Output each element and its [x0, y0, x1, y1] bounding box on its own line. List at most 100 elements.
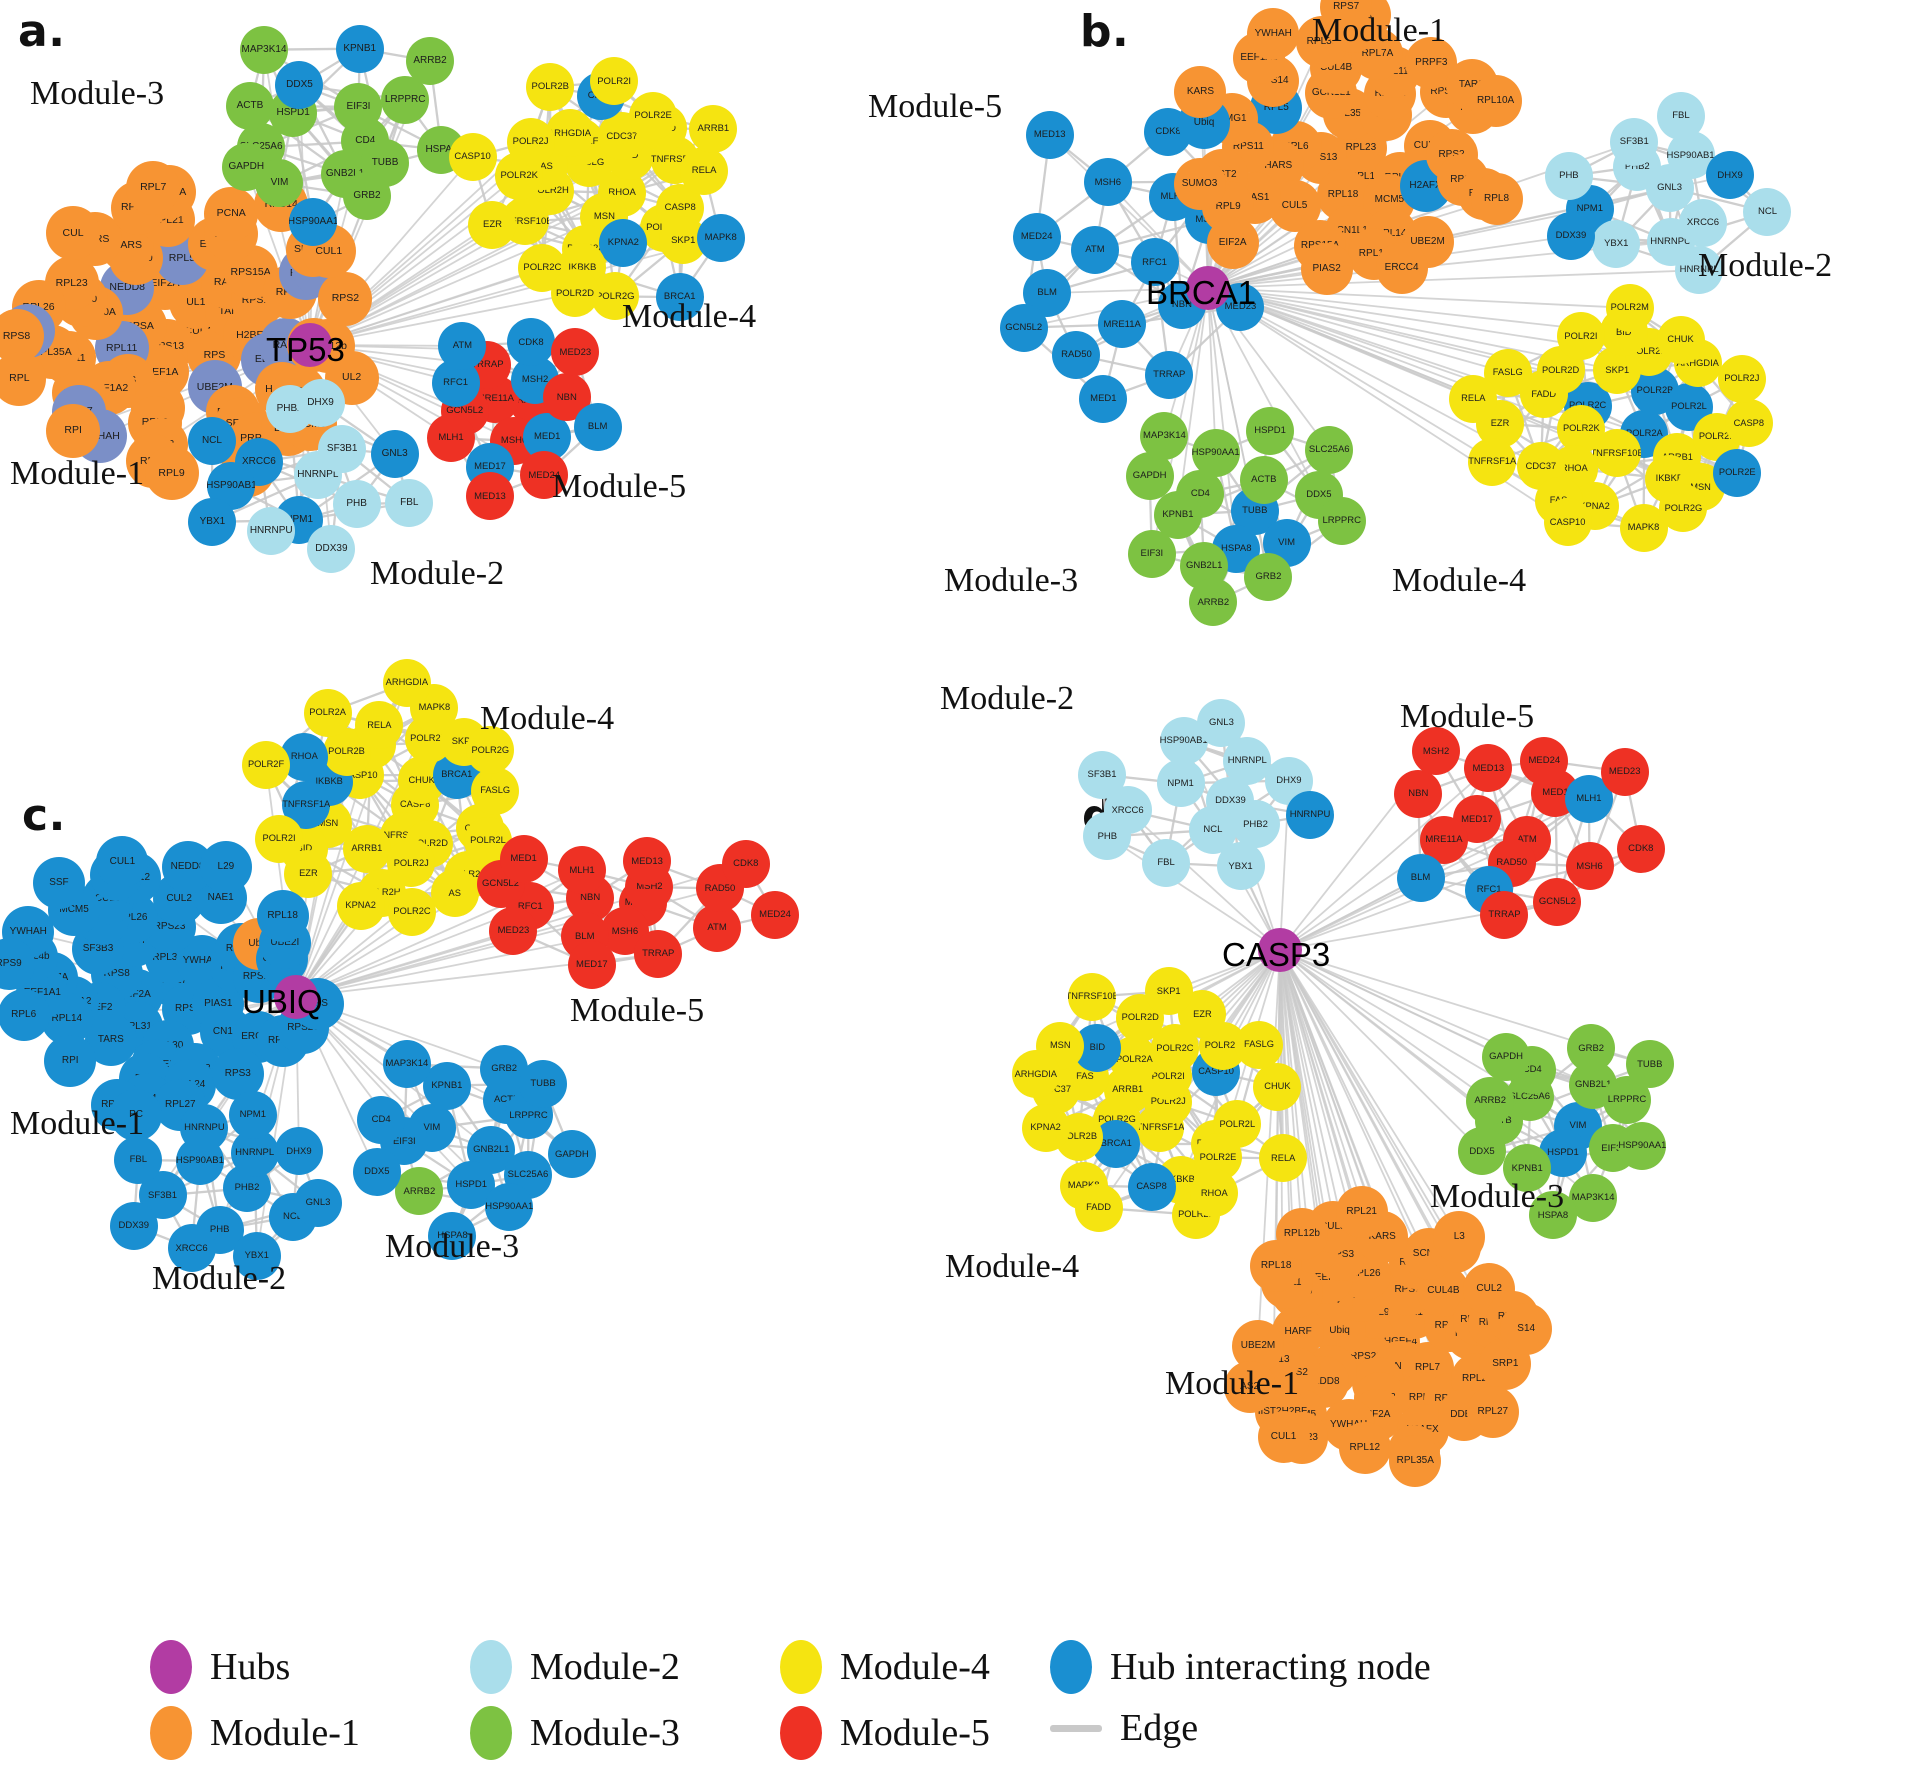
node-HNRNPU[interactable]: HNRNPU — [247, 506, 296, 555]
node-FBL[interactable]: FBL — [1656, 91, 1705, 140]
node-MSH6[interactable]: MSH6 — [1083, 158, 1132, 207]
node-RPL21[interactable]: RPL21 — [1335, 1185, 1388, 1238]
node-KPNB1[interactable]: KPNB1 — [335, 24, 384, 73]
node-ARRB2[interactable]: ARRB2 — [395, 1167, 444, 1216]
node-HSP90AA1[interactable]: HSP90AA1 — [289, 198, 338, 247]
node-EIF2A[interactable]: EIF2A — [1206, 216, 1259, 269]
node-POLR2E[interactable]: POLR2E — [1713, 449, 1762, 498]
hub-node-ubiq[interactable] — [274, 975, 318, 1019]
node-NCL[interactable]: NCL — [187, 417, 236, 466]
node-ARRB2[interactable]: ARRB2 — [1189, 578, 1238, 627]
node-MED23[interactable]: MED23 — [1600, 747, 1649, 796]
node-KPNB1[interactable]: KPNB1 — [1503, 1144, 1552, 1193]
node-MAP3K14[interactable]: MAP3K14 — [382, 1040, 431, 1089]
node-RPL27[interactable]: RPL27 — [1466, 1385, 1519, 1438]
node-EIF3I[interactable]: EIF3I — [1127, 530, 1176, 578]
node-KARS[interactable]: KARS — [1174, 65, 1227, 118]
node-PCNA[interactable]: PCNA — [204, 186, 259, 241]
node-SUMO3[interactable]: SUMO3 — [1173, 157, 1226, 210]
node-EZR[interactable]: EZR — [468, 201, 517, 250]
node-GAPDH[interactable]: GAPDH — [1482, 1032, 1531, 1081]
node-RELA[interactable]: RELA — [680, 147, 729, 196]
node-TRRAP[interactable]: TRRAP — [1145, 351, 1194, 400]
node-FADD[interactable]: FADD — [1074, 1183, 1123, 1232]
node-GCN5L2[interactable]: GCN5L2 — [1533, 877, 1582, 926]
node-CD4[interactable]: CD4 — [357, 1096, 406, 1145]
node-POLR2E[interactable]: POLR2E — [629, 91, 678, 140]
node-HSP90AA1[interactable]: HSP90AA1 — [1191, 428, 1240, 477]
node-MED24[interactable]: MED24 — [1012, 212, 1061, 261]
node-POLR2I[interactable]: POLR2I — [255, 814, 304, 863]
node-ARRB2[interactable]: ARRB2 — [1466, 1077, 1515, 1126]
node-KPNA2[interactable]: KPNA2 — [599, 218, 648, 267]
node-CHUK[interactable]: CHUK — [1253, 1062, 1302, 1111]
node-MLH1[interactable]: MLH1 — [558, 846, 607, 895]
node-BRCA1[interactable]: BRCA1 — [655, 273, 704, 322]
node-DDX39[interactable]: DDX39 — [1546, 212, 1595, 261]
node-GNL3[interactable]: GNL3 — [370, 430, 419, 479]
node-HSPA8[interactable]: HSPA8 — [428, 1211, 477, 1260]
node-L29[interactable]: L29 — [199, 840, 252, 893]
node-ACTB[interactable]: ACTB — [225, 81, 274, 130]
node-CDK8[interactable]: CDK8 — [507, 318, 556, 367]
node-POLR2A[interactable]: POLR2A — [303, 688, 352, 737]
node-RELA[interactable]: RELA — [355, 701, 404, 750]
node-TUBB[interactable]: TUBB — [519, 1059, 567, 1108]
node-RPL10A[interactable]: RPL10A — [1469, 75, 1522, 128]
node-POLR2I[interactable]: POLR2I — [1556, 312, 1605, 361]
node-RPI[interactable]: RPI — [44, 1035, 97, 1088]
node-MLH1[interactable]: MLH1 — [427, 413, 476, 462]
node-ARRB1[interactable]: ARRB1 — [342, 824, 391, 873]
node-GAPDH[interactable]: GAPDH — [1125, 451, 1174, 500]
node-SSF[interactable]: SSF — [32, 856, 85, 909]
node-EIF3I[interactable]: EIF3I — [334, 82, 383, 131]
node-NPM1[interactable]: NPM1 — [228, 1090, 277, 1139]
node-AS2[interactable]: AS2 — [1223, 1361, 1276, 1414]
node-HNRNPU[interactable]: HNRNPU — [180, 1103, 229, 1152]
node-CASP8[interactable]: CASP8 — [1724, 399, 1773, 448]
node-MED1[interactable]: MED1 — [499, 834, 548, 883]
node-YWHAH[interactable]: YWHAH — [1247, 8, 1300, 61]
node-POLR2F[interactable]: POLR2F — [242, 740, 291, 789]
node-MRE11A[interactable]: MRE11A — [1098, 300, 1147, 349]
node-PHB[interactable]: PHB — [332, 480, 381, 529]
node-PC[interactable]: PC — [110, 1089, 163, 1142]
node-RPL35A[interactable]: RPL35A — [1389, 1435, 1442, 1488]
node-MED24[interactable]: MED24 — [520, 451, 569, 500]
node-SKP1[interactable]: SKP1 — [1144, 967, 1193, 1016]
node-DDX5[interactable]: DDX5 — [352, 1148, 401, 1197]
node-CUL1[interactable]: CUL1 — [1257, 1411, 1310, 1464]
node-POLR2M[interactable]: POLR2M — [1605, 283, 1654, 332]
node-MSH2[interactable]: MSH2 — [1412, 727, 1461, 776]
node-GNL3[interactable]: GNL3 — [294, 1179, 343, 1228]
node-RELA[interactable]: RELA — [1259, 1134, 1308, 1183]
node-LRPPRC[interactable]: LRPPRC — [381, 75, 430, 124]
node-RPL8[interactable]: RPL8 — [1470, 172, 1523, 225]
node-TUBB[interactable]: TUBB — [1625, 1040, 1674, 1089]
node-MED13[interactable]: MED13 — [1464, 744, 1513, 793]
node-DDX39[interactable]: DDX39 — [109, 1201, 158, 1250]
node-RPL6[interactable]: RPL6 — [0, 989, 50, 1042]
node-GRB2[interactable]: GRB2 — [343, 172, 392, 221]
node-LRPPRC[interactable]: LRPPRC — [1317, 496, 1366, 545]
node-DHX9[interactable]: DHX9 — [1706, 151, 1755, 200]
node-ACTB[interactable]: ACTB — [1239, 456, 1288, 505]
node-ARRB1[interactable]: ARRB1 — [689, 105, 738, 154]
node-GRB2[interactable]: GRB2 — [1567, 1024, 1616, 1073]
node-POLR2G[interactable]: POLR2G — [1659, 484, 1708, 533]
node-PIAS2[interactable]: PIAS2 — [1300, 242, 1353, 295]
node-GNL3[interactable]: GNL3 — [1197, 698, 1246, 747]
node-BLM[interactable]: BLM — [573, 402, 622, 451]
node-RPL9[interactable]: RPL9 — [144, 446, 199, 501]
node-MAP3K14[interactable]: MAP3K14 — [1569, 1173, 1618, 1222]
node-ATM[interactable]: ATM — [1070, 225, 1119, 274]
node-HNRNPU[interactable]: HNRNPU — [1286, 791, 1335, 840]
node-MAP3K14[interactable]: MAP3K14 — [240, 25, 289, 74]
node-CUL1[interactable]: CUL1 — [96, 836, 149, 889]
node-SF3B1[interactable]: SF3B1 — [1610, 118, 1659, 167]
node-RPL[interactable]: RPL — [0, 351, 47, 406]
node-CASP8[interactable]: CASP8 — [1127, 1162, 1176, 1211]
node-KPNB1[interactable]: KPNB1 — [1153, 490, 1202, 539]
node-L3[interactable]: L3 — [1433, 1211, 1486, 1264]
node-NBN[interactable]: NBN — [1394, 770, 1443, 819]
